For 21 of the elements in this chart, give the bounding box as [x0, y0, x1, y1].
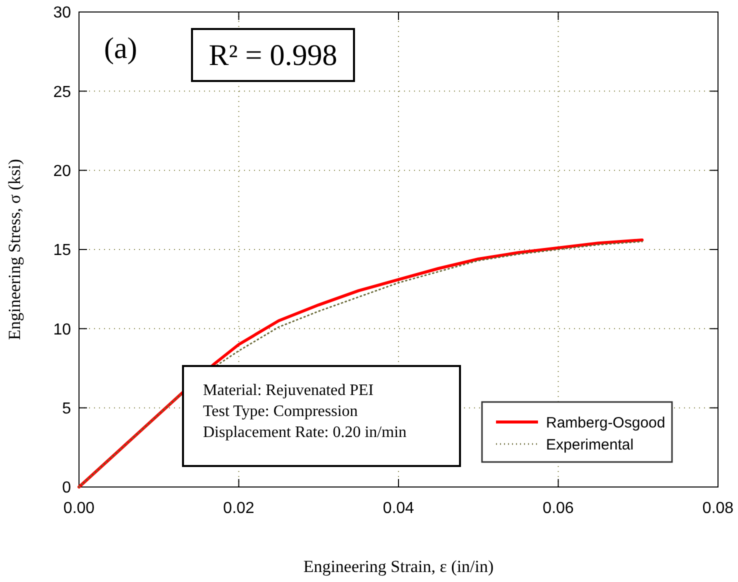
legend-label: Ramberg-Osgood [546, 414, 666, 432]
y-tick-label: 30 [53, 4, 72, 22]
note-box: R² = 0.998 [191, 28, 355, 82]
y-tick-label: 10 [53, 321, 72, 338]
x-tick-label: 0.08 [702, 500, 734, 517]
x-tick-label: 0.00 [63, 500, 95, 517]
x-tick-label: 0.02 [223, 500, 254, 517]
y-tick-label: 15 [53, 242, 72, 260]
y-axis-title: Engineering Stress, σ (ksi) [5, 158, 24, 340]
note-box: Material: Rejuvenated PEI Test Type: Compression Displacement Rate: 0.20 in/min [182, 365, 461, 467]
y-tick-label: 20 [53, 162, 72, 180]
annotation: R² = 0.998 [208, 39, 338, 72]
y-tick-label: 0 [62, 480, 72, 497]
y-tick-label: 5 [62, 400, 72, 418]
x-tick-label: 0.06 [542, 500, 574, 517]
x-axis-title: Engineering Strain, ε (in/in) [303, 557, 494, 576]
annotation: Material: Rejuvenated PEI Test Type: Compression Displacement Rate: 0.20 in/min [203, 382, 407, 441]
x-tick-label: 0.04 [382, 500, 414, 517]
legend-label: Experimental [546, 436, 634, 454]
y-tick-label: 25 [53, 84, 72, 101]
annotation: (a) [104, 32, 138, 65]
